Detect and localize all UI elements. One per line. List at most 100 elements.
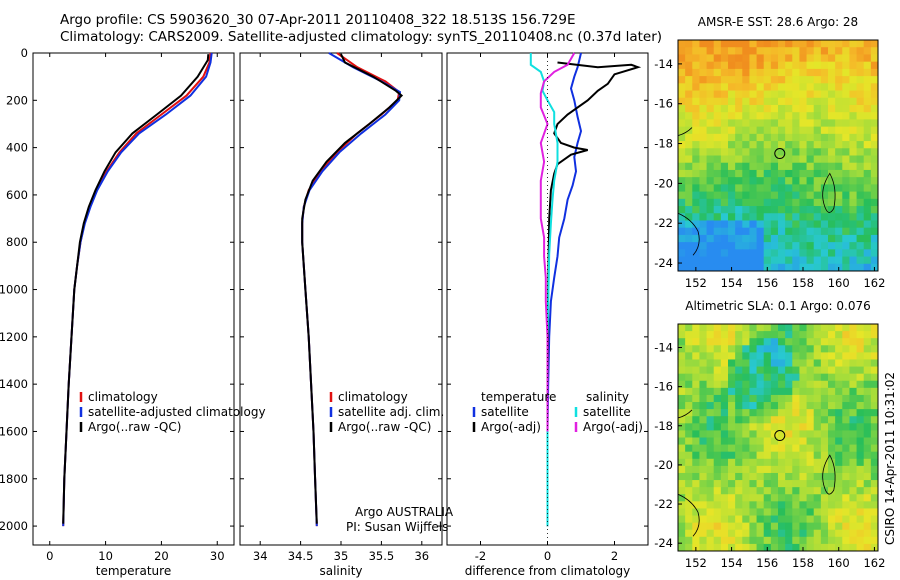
sla_map-cell — [820, 345, 829, 353]
sst_map-cell — [835, 169, 843, 178]
sla_map-cell — [763, 451, 772, 460]
sst_map-cell — [792, 54, 800, 63]
sla_map-cell — [792, 380, 800, 389]
sla_map-cell — [770, 529, 779, 538]
sst_map-cell — [735, 249, 743, 257]
sst_map-cell — [742, 97, 750, 106]
sla_map-cell — [835, 465, 843, 474]
sla_map-cell — [699, 373, 707, 382]
sst_map-cell — [742, 177, 750, 185]
sst_map-cell — [828, 47, 836, 55]
sst_map-cell — [713, 112, 722, 120]
sst_map-cell — [856, 206, 865, 214]
sla_map-cell — [742, 522, 750, 531]
sst_map-cell — [763, 227, 772, 236]
sst_map-cell — [828, 256, 836, 265]
sst_map-cell — [806, 68, 815, 77]
sst_map-cell — [870, 112, 879, 120]
sst_map-cell — [849, 155, 857, 164]
sst_map-cell — [728, 126, 736, 135]
sla_map-cell — [842, 394, 850, 403]
sla_map-cell — [828, 472, 836, 481]
sst_map-cell — [678, 112, 686, 120]
sla_map-cell — [849, 458, 857, 467]
sla_map-cell — [856, 458, 865, 467]
sla_map-cell — [856, 394, 865, 403]
sst_map-cell — [685, 249, 693, 257]
sst_map-cell — [785, 227, 793, 236]
sst_map-cell — [778, 47, 786, 55]
sla_map-cell — [692, 359, 700, 367]
sst_map-cell — [856, 126, 865, 135]
sla_map-cell — [770, 501, 779, 509]
sla_map-cell — [863, 394, 872, 403]
sla_map-cell — [756, 373, 765, 382]
sst_map-cell — [699, 90, 707, 99]
sla_map-cell — [713, 444, 722, 453]
sst_map-cell — [792, 119, 800, 128]
sla_map-cell — [685, 515, 693, 524]
sst_map-cell — [678, 119, 686, 128]
sst_map-cell — [863, 54, 872, 63]
sst_map-cell — [828, 206, 836, 214]
sst_map-cell — [685, 54, 693, 63]
sla_map-cell — [770, 352, 779, 360]
sst_map-cell — [756, 234, 765, 243]
sla_map-cell — [806, 543, 815, 552]
sla_map-cell — [713, 501, 722, 509]
sst_map-cell — [842, 191, 850, 200]
sst_map-cell — [870, 83, 879, 91]
sla_map-cell — [813, 437, 822, 445]
sst_map-cell — [799, 148, 807, 156]
sla_map-cell — [842, 472, 850, 481]
sla_map-cell — [828, 331, 836, 339]
sst_map-cell — [706, 155, 715, 164]
sst_map-cell — [785, 119, 793, 128]
sla_map-cell — [799, 423, 807, 431]
sla_map-cell — [685, 338, 693, 346]
sla_map-cell — [770, 543, 779, 552]
sla_map-cell — [806, 380, 815, 389]
sla_map-cell — [763, 345, 772, 353]
sst_map-ytick-label: -24 — [654, 256, 673, 270]
sst_map-cell — [828, 227, 836, 236]
sla_map-cell — [749, 480, 757, 488]
sst_map-cell — [713, 40, 722, 48]
sst_map-cell — [842, 177, 850, 185]
sla_map-cell — [678, 522, 686, 531]
sst_map-cell — [792, 234, 800, 243]
sst_map-cell — [756, 104, 765, 113]
sla_map-cell — [842, 437, 850, 445]
sla_map-cell — [699, 402, 707, 410]
sst_map-cell — [813, 112, 822, 120]
sst_map-cell — [678, 184, 686, 192]
sst_map-cell — [678, 54, 686, 63]
sla_map-cell — [770, 387, 779, 396]
sst_map-cell — [849, 213, 857, 221]
sst_map-cell — [713, 220, 722, 229]
sst_map-cell — [806, 155, 815, 164]
sla_map-cell — [685, 437, 693, 445]
sla_map-cell — [778, 487, 786, 495]
sst_map-cell — [749, 61, 757, 70]
sla_map-cell — [713, 394, 722, 403]
sla_map-cell — [849, 338, 857, 346]
sst_map-cell — [806, 97, 815, 106]
sst_map-cell — [835, 90, 843, 99]
sst_map-cell — [692, 61, 700, 70]
sst_map-cell — [870, 40, 879, 48]
sla_map-cell — [763, 352, 772, 360]
sla_map-cell — [849, 536, 857, 545]
sst_map-cell — [842, 97, 850, 106]
sla_map-cell — [792, 345, 800, 353]
sla_map-cell — [863, 480, 872, 488]
sla_map-cell — [856, 380, 865, 389]
sst_map-cell — [806, 227, 815, 236]
sla_map-cell — [820, 331, 829, 339]
sst_map-cell — [863, 198, 872, 207]
sla_map-cell — [713, 416, 722, 424]
temperature-xtick-label: 10 — [98, 549, 113, 563]
sla_map-cell — [720, 522, 729, 531]
sla_map-cell — [813, 465, 822, 474]
sst_map-cell — [806, 249, 815, 257]
